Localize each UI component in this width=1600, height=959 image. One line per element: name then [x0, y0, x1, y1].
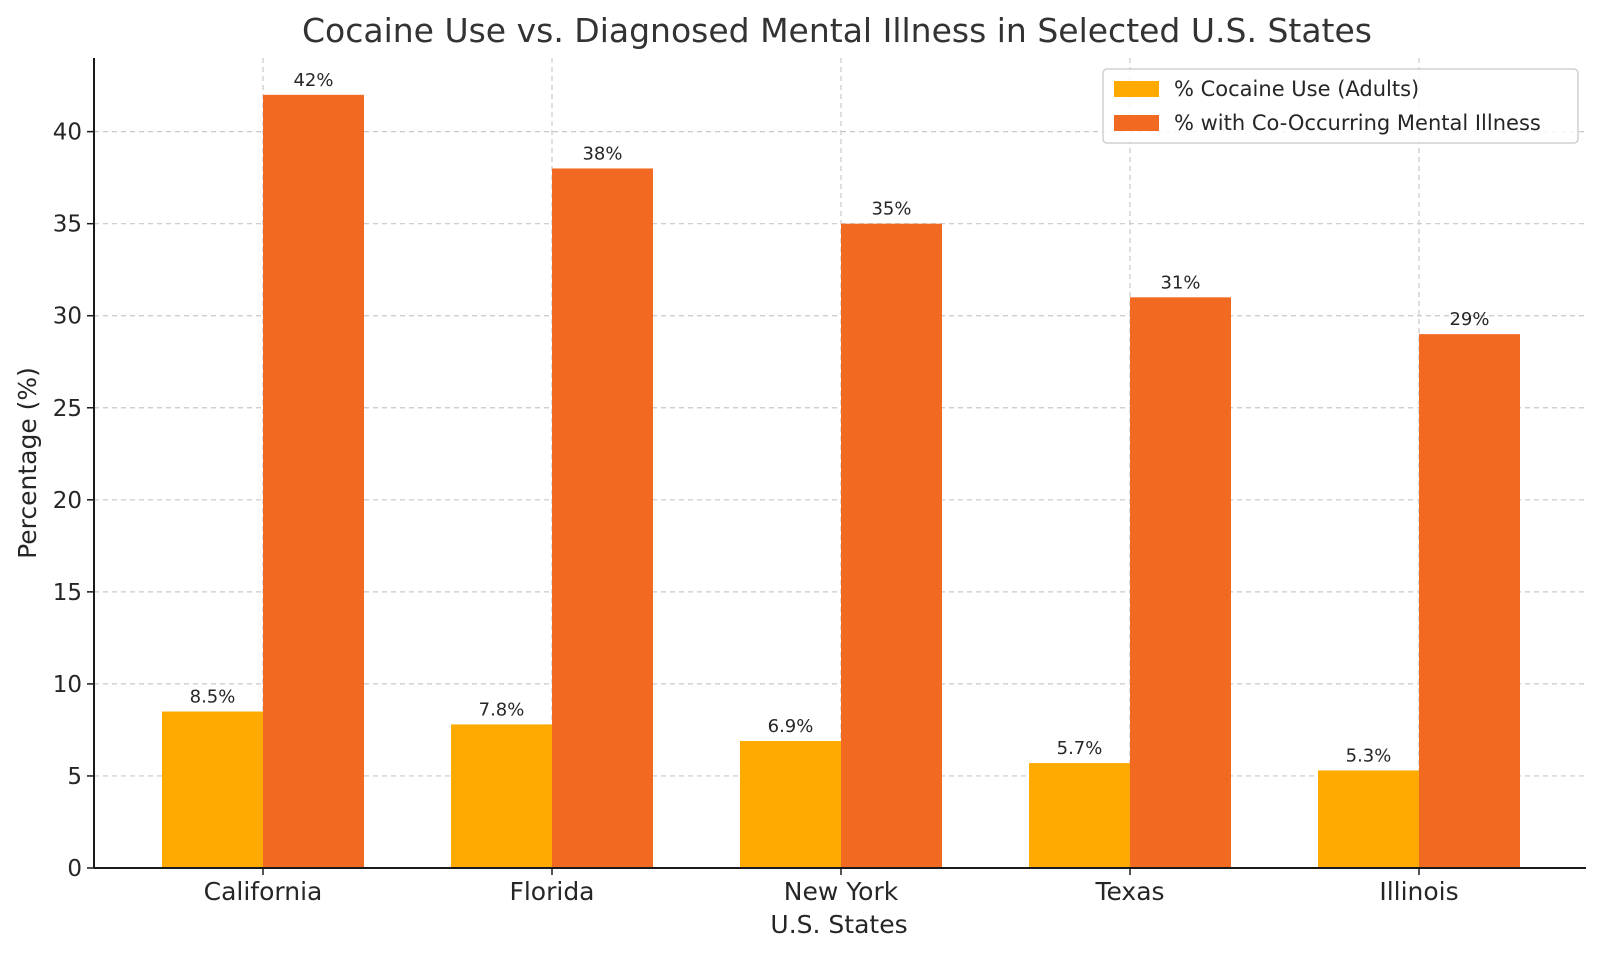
bar-mental-illness-illinois	[1419, 334, 1520, 868]
x-tick-label: Texas	[1094, 877, 1164, 906]
y-tick-label: 25	[53, 396, 82, 422]
y-tick-label: 5	[67, 764, 82, 790]
data-label: 38%	[582, 143, 622, 164]
bar-cocaine-use-florida	[451, 724, 552, 868]
x-tick-label: Illinois	[1379, 877, 1458, 906]
data-label: 29%	[1449, 309, 1489, 330]
y-tick-label: 20	[53, 488, 82, 514]
x-tick-label: Florida	[509, 877, 594, 906]
chart-title: Cocaine Use vs. Diagnosed Mental Illness…	[302, 11, 1372, 50]
y-tick-label: 35	[53, 212, 82, 238]
legend: % Cocaine Use (Adults) % with Co-Occurrin…	[1102, 68, 1579, 144]
data-label: 8.5%	[190, 687, 236, 708]
data-label: 5.7%	[1057, 738, 1103, 759]
data-label: 42%	[293, 70, 333, 91]
x-tick-label: California	[204, 877, 323, 906]
y-axis-label: Percentage (%)	[13, 367, 42, 559]
data-label: 35%	[871, 199, 911, 220]
axes-layer: 0 5 10 15 20 25 30 35 40 California Florida New Yor…	[53, 58, 1586, 906]
data-label: 6.9%	[768, 716, 814, 737]
legend-swatch-mental-illness	[1114, 115, 1159, 131]
data-label: 5.3%	[1346, 745, 1392, 766]
bar-cocaine-use-illinois	[1318, 770, 1419, 868]
x-axis-label: U.S. States	[770, 910, 907, 939]
bar-cocaine-use-california	[162, 711, 263, 868]
bar-mental-illness-texas	[1130, 297, 1231, 868]
data-label: 31%	[1160, 272, 1200, 293]
bar-mental-illness-florida	[552, 168, 653, 869]
bar-cocaine-use-new-york	[740, 740, 841, 868]
legend-swatch-cocaine-use	[1114, 81, 1159, 97]
y-tick-label: 0	[67, 856, 82, 882]
legend-box	[1102, 68, 1579, 144]
data-label: 7.8%	[479, 699, 525, 720]
bar-cocaine-use-texas	[1029, 763, 1130, 868]
y-tick-label: 30	[53, 304, 82, 330]
legend-label-cocaine-use: % Cocaine Use (Adults)	[1174, 77, 1419, 101]
y-tick-label: 15	[53, 580, 82, 606]
y-tick-label: 10	[53, 672, 82, 698]
x-tick-label: New York	[784, 877, 899, 906]
bar-mental-illness-new-york	[841, 223, 942, 868]
legend-label-mental-illness: % with Co-Occurring Mental Illness	[1174, 111, 1541, 135]
data-labels-layer: 8.5% 7.8% 6.9% 5.7% 5.3% 42% 38% 35% 31% 29%	[190, 70, 1490, 767]
bar-mental-illness-california	[263, 94, 364, 869]
bars-layer	[162, 94, 1520, 869]
y-tick-label: 40	[53, 120, 82, 146]
